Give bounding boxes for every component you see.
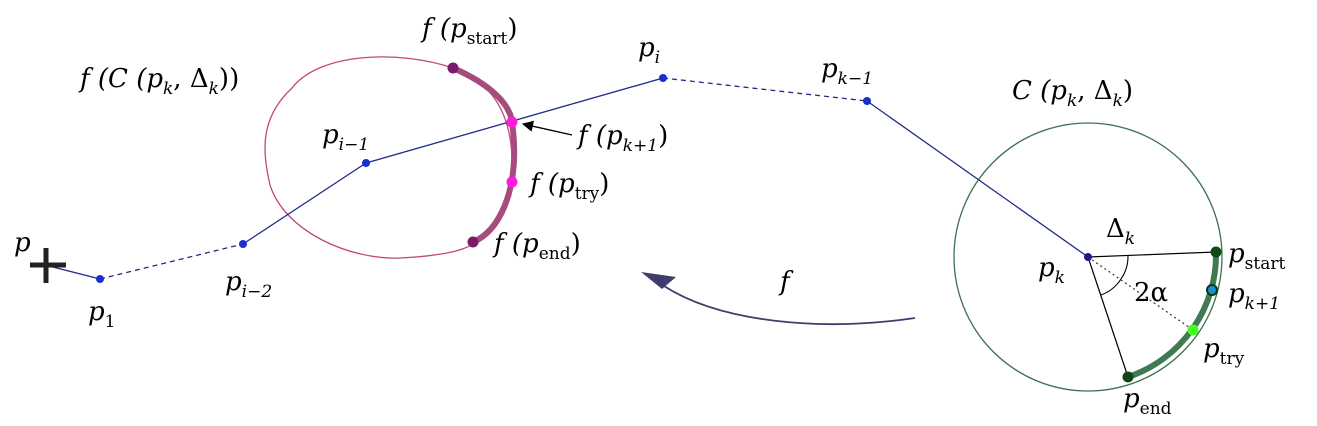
- label-f-map: f: [778, 267, 794, 297]
- label-p: p: [14, 228, 31, 258]
- try-line: [1087, 256, 1194, 331]
- f-map-arrowhead: [641, 272, 676, 289]
- point-pk: [1084, 253, 1092, 261]
- pointer-arrow: [521, 120, 573, 136]
- image-curve: [264, 56, 474, 259]
- label-C: C (pk, Δk): [1012, 76, 1133, 111]
- point-p1: [96, 275, 104, 283]
- point-f-end: [467, 236, 479, 248]
- segment-pi-pk1: [662, 77, 868, 102]
- label-pk: pk: [1038, 253, 1065, 288]
- label-fC: f (C (pk, Δk)): [78, 64, 239, 99]
- end-line: [1087, 256, 1129, 378]
- segment-p1-pi2: [99, 243, 244, 280]
- label-pi: pi: [638, 33, 660, 68]
- point-f-start: [447, 62, 459, 74]
- label-delta-k: Δk: [1106, 214, 1135, 249]
- label-pi-minus-1: pi−1: [322, 120, 369, 155]
- point-p-try: [1187, 324, 1199, 336]
- label-f-try: f (ptry): [528, 169, 609, 204]
- label-p-kplus1: pk+1: [1228, 279, 1280, 314]
- point-p-kplus1: [1206, 284, 1218, 296]
- label-p1: p1: [88, 297, 115, 332]
- point-p-end: [1122, 371, 1134, 383]
- point-pi: [659, 74, 667, 82]
- point-f-kplus1: [506, 116, 518, 128]
- point-pi-minus-2: [239, 240, 247, 248]
- label-p-start: pstart: [1228, 239, 1285, 274]
- segment-pi2-pi1: [242, 162, 367, 245]
- trust-region-circle: [953, 122, 1223, 392]
- angle-arc-lower: [1100, 278, 1122, 296]
- label-two-alpha: 2α: [1134, 278, 1168, 308]
- label-f-kplus1: f (pk+1): [576, 121, 668, 156]
- point-pi-minus-1: [362, 159, 370, 167]
- segment-pk1-pk: [866, 100, 1089, 258]
- label-f-start: f (pstart): [420, 14, 518, 49]
- radius-line: [1087, 251, 1217, 258]
- label-p-try: ptry: [1203, 334, 1245, 369]
- label-p-end: pend: [1123, 384, 1172, 419]
- angle-arc-upper: [1120, 255, 1129, 280]
- f-map-arrow: [663, 285, 916, 325]
- label-pi-minus-2: pi−2: [225, 267, 272, 302]
- label-f-end: f (pend): [492, 229, 581, 264]
- image-arc: [450, 65, 518, 245]
- point-p-start: [1210, 246, 1222, 258]
- point-f-try: [506, 176, 518, 188]
- point-pk-minus-1: [863, 97, 871, 105]
- image-curve-right: [452, 67, 514, 243]
- label-pk-minus-1: pk−1: [821, 54, 873, 89]
